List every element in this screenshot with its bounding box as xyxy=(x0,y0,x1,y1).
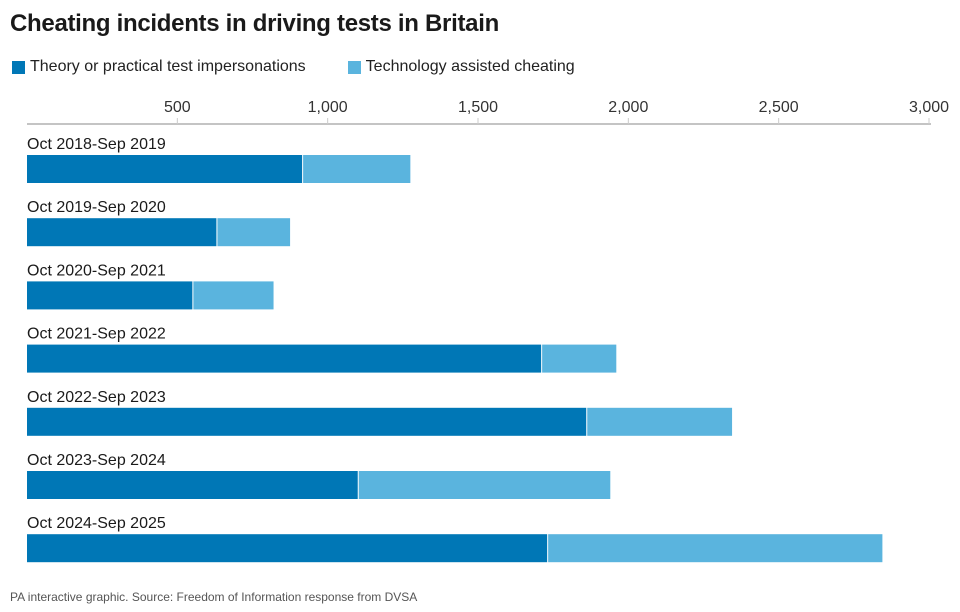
source-note: PA interactive graphic. Source: Freedom … xyxy=(10,590,418,604)
bar-impersonations-5 xyxy=(27,471,358,499)
category-label-0: Oct 2018-Sep 2019 xyxy=(27,136,166,153)
x-tick-label-2000: 2,000 xyxy=(608,99,648,116)
x-tick-label-2500: 2,500 xyxy=(759,99,799,116)
bar-impersonations-6 xyxy=(27,534,548,563)
bar-impersonations-1 xyxy=(27,218,217,247)
category-label-1: Oct 2019-Sep 2020 xyxy=(27,199,166,216)
bar-impersonations-4 xyxy=(27,407,587,436)
legend-swatch-impersonations xyxy=(12,60,25,74)
category-label-4: Oct 2022-Sep 2023 xyxy=(27,389,166,406)
legend-item-technology: Technology assisted cheating xyxy=(347,58,575,76)
category-label-5: Oct 2023-Sep 2024 xyxy=(27,452,166,469)
bar-technology-2 xyxy=(193,281,274,310)
legend-label-technology: Technology assisted cheating xyxy=(365,58,575,75)
chart-title: Cheating incidents in driving tests in B… xyxy=(10,10,499,37)
legend-item-impersonations: Theory or practical test impersonations xyxy=(12,58,306,76)
bar-technology-3 xyxy=(542,344,617,373)
bar-technology-1 xyxy=(217,218,291,247)
bar-technology-4 xyxy=(587,407,733,436)
bar-technology-5 xyxy=(358,471,611,499)
legend-swatch-technology xyxy=(347,60,361,74)
category-label-3: Oct 2021-Sep 2022 xyxy=(27,326,166,343)
x-tick-label-3000: 3,000 xyxy=(909,99,949,116)
category-label-2: Oct 2020-Sep 2021 xyxy=(27,262,166,279)
legend: Theory or practical test impersonations … xyxy=(12,58,617,76)
bar-technology-0 xyxy=(303,155,411,183)
bar-impersonations-3 xyxy=(27,344,542,373)
category-label-6: Oct 2024-Sep 2025 xyxy=(27,515,166,532)
bar-impersonations-0 xyxy=(27,155,303,183)
x-tick-label-1500: 1,500 xyxy=(458,99,498,116)
legend-label-impersonations: Theory or practical test impersonations xyxy=(30,58,306,75)
x-tick-label-1000: 1,000 xyxy=(308,99,348,116)
bar-impersonations-2 xyxy=(27,281,193,310)
x-tick-label-500: 500 xyxy=(164,99,191,116)
bar-technology-6 xyxy=(548,534,883,563)
